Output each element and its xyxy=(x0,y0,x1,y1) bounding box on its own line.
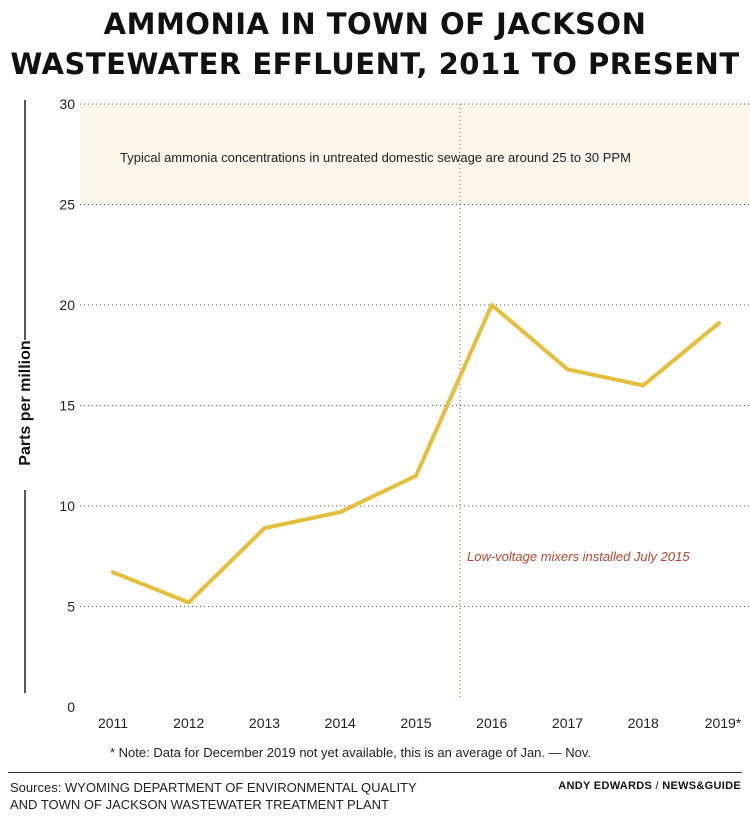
chart-title-line2: WASTEWATER EFFLUENT, 2011 TO PRESENT xyxy=(10,47,740,81)
y-tick-label: 5 xyxy=(67,599,75,615)
credit-author: ANDY EDWARDS xyxy=(558,780,653,792)
data-point-2013 xyxy=(262,526,267,531)
data-note: * Note: Data for December 2019 not yet a… xyxy=(110,745,591,760)
sewage-range-label: Typical ammonia concentrations in untrea… xyxy=(120,150,631,165)
x-tick-label: 2016 xyxy=(476,715,507,731)
mixer-install-label: Low-voltage mixers installed July 2015 xyxy=(467,549,690,564)
y-tick-label: 20 xyxy=(59,297,75,313)
data-point-2019* xyxy=(717,321,721,326)
x-tick-label: 2015 xyxy=(400,715,431,731)
x-tick-label: 2017 xyxy=(552,715,583,731)
data-point-2014 xyxy=(338,510,343,515)
credit-separator: / xyxy=(652,780,663,792)
sources-line2: AND TOWN OF JACKSON WASTEWATER TREATMENT… xyxy=(10,797,389,812)
credit-outlet: NEWS&GUIDE xyxy=(662,780,741,792)
x-tick-label: 2019* xyxy=(705,715,742,731)
sources: Sources: WYOMING DEPARTMENT OF ENVIRONME… xyxy=(10,779,417,813)
x-tick-label: 2011 xyxy=(98,715,128,731)
credit: ANDY EDWARDS / NEWS&GUIDE xyxy=(558,780,741,792)
x-tick-label: 2013 xyxy=(249,715,280,731)
y-tick-label: 25 xyxy=(59,197,75,213)
footer-divider xyxy=(8,772,742,773)
data-point-2016 xyxy=(489,303,494,307)
data-point-2015 xyxy=(414,473,418,478)
data-point-2018 xyxy=(641,383,646,388)
x-tick-label: 2014 xyxy=(325,715,356,731)
data-point-2012 xyxy=(186,600,191,605)
chart-title-line1: AMMONIA IN TOWN OF JACKSON xyxy=(103,7,647,41)
y-tick-label: 15 xyxy=(59,398,75,414)
y-tick-label: 0 xyxy=(67,699,75,715)
x-tick-label: 2012 xyxy=(173,715,204,731)
data-point-2017 xyxy=(565,367,570,372)
y-tick-label: 30 xyxy=(59,96,75,112)
y-axis-label: Parts per million xyxy=(17,340,34,465)
sources-line1: Sources: WYOMING DEPARTMENT OF ENVIRONME… xyxy=(10,780,417,795)
sewage-range-band xyxy=(80,104,750,205)
y-tick-label: 10 xyxy=(59,498,75,514)
data-point-2011 xyxy=(111,570,115,575)
x-tick-label: 2018 xyxy=(628,715,659,731)
